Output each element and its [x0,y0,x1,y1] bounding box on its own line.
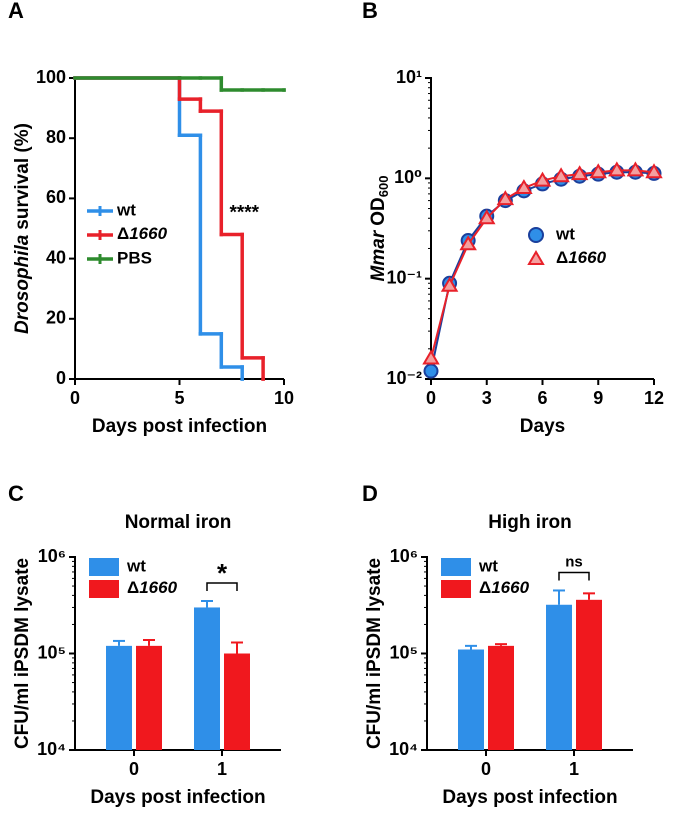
legend-label: Δ1660 [479,578,530,597]
bar [546,604,572,750]
x-tick-label: 3 [482,388,492,408]
y-axis-label: Mmar OD600 [368,176,391,282]
marker [626,161,645,177]
y-tick-label: 10⁵ [390,642,418,662]
bar [224,653,250,750]
significance: **** [230,202,260,223]
significance: ns [565,553,583,570]
legend-swatch [89,580,119,598]
y-axis-label-part: OD [368,197,389,226]
legend-label: wt [126,556,146,575]
panel-label: D [362,481,378,506]
bracket [206,582,238,591]
marker [478,209,496,225]
marker [459,235,477,251]
legend-label: wt [116,200,136,219]
x-tick-label: 6 [537,388,547,408]
legend-label: Δ1660 [127,578,178,597]
legend-label: wt [555,224,575,243]
y-tick-label: 10⁵ [38,642,66,662]
y-axis-label-part: 600 [376,176,391,198]
marker [570,165,589,181]
y-axis-label-part: survival (%) [12,123,33,230]
panel-label: B [362,0,378,23]
legend-marker [527,250,545,265]
x-tick-label: 1 [569,759,579,779]
y-axis-label: Drosophila survival (%) [12,123,33,334]
bar [576,599,602,750]
y-axis-label: CFU/ml iPSDM lysate [364,558,385,749]
legend-label: wt [478,556,498,575]
legend-marker [528,227,544,243]
legend-label: Δ1660 [117,224,168,243]
marker [423,363,439,379]
legend-swatch [89,558,119,576]
x-tick-label: 5 [174,388,184,408]
x-axis-label: Days post infection [90,787,265,808]
marker [552,167,570,183]
y-tick-label: 10⁴ [389,739,418,759]
panel-label: C [8,481,24,506]
y-tick-label: 10⁻¹ [386,267,422,287]
legend-swatch [441,580,471,598]
y-tick-label: 60 [46,187,66,207]
marker [533,171,552,187]
bar [136,645,162,750]
bar [458,649,484,750]
marker [515,179,533,195]
x-tick-label: 12 [644,388,664,408]
marker [589,163,607,179]
marker [422,349,440,365]
x-axis-label: Days post infection [92,416,267,437]
y-tick-label: 40 [46,247,66,267]
panel: D 10⁴ 10⁵ 10⁶ 0 1 Days post infection CFU/ml iP… [362,481,633,808]
y-axis-label-part: Drosophila [12,234,33,334]
chart-title: Normal iron [125,512,232,533]
x-tick-label: 0 [129,759,139,779]
y-tick-label: 10⁰ [394,167,422,187]
y-tick-label: 10⁶ [38,546,66,566]
growth-line [430,171,655,372]
bar [106,645,132,750]
x-tick-label: 10 [274,388,294,408]
y-axis-label: CFU/ml iPSDM lysate [12,558,33,749]
x-axis-label: Days post infection [442,787,617,808]
chart-title: High iron [488,512,571,533]
legend-label: Δ1660 [556,248,607,267]
panel: A 0 20 40 60 80 100 0 5 10 Days post infection Dros… [8,0,294,437]
legend-swatch [441,558,471,576]
bar [488,645,514,750]
panel: B 10⁻² 10⁻¹ 10⁰ 10¹ 0 3 6 9 12 Days Mmar OD600 wt Δ166… [362,0,664,437]
marker [440,276,459,292]
y-tick-label: 10⁴ [37,739,66,759]
x-axis-label: Days [520,416,565,437]
y-tick-label: 0 [56,368,66,388]
legend-label: PBS [117,248,152,267]
marker [608,161,626,177]
marker [496,190,515,206]
x-tick-label: 0 [70,388,80,408]
x-tick-label: 9 [593,388,603,408]
marker [645,163,663,179]
bar [194,607,220,750]
y-tick-label: 100 [36,67,66,87]
y-tick-label: 10⁻² [386,368,422,388]
y-axis-label-part: Mmar [368,229,389,281]
x-tick-label: 0 [481,759,491,779]
panel-label: A [8,0,24,23]
y-tick-label: 20 [46,308,66,328]
significance: * [217,558,228,588]
panel: C 10⁴ 10⁵ 10⁶ 0 1 Days post infection CFU/ml iP… [8,481,281,808]
x-tick-label: 0 [426,388,436,408]
y-tick-label: 10⁶ [390,546,418,566]
bracket [558,571,590,581]
x-tick-label: 1 [217,759,227,779]
y-tick-label: 80 [46,127,66,147]
y-tick-label: 10¹ [396,67,422,87]
